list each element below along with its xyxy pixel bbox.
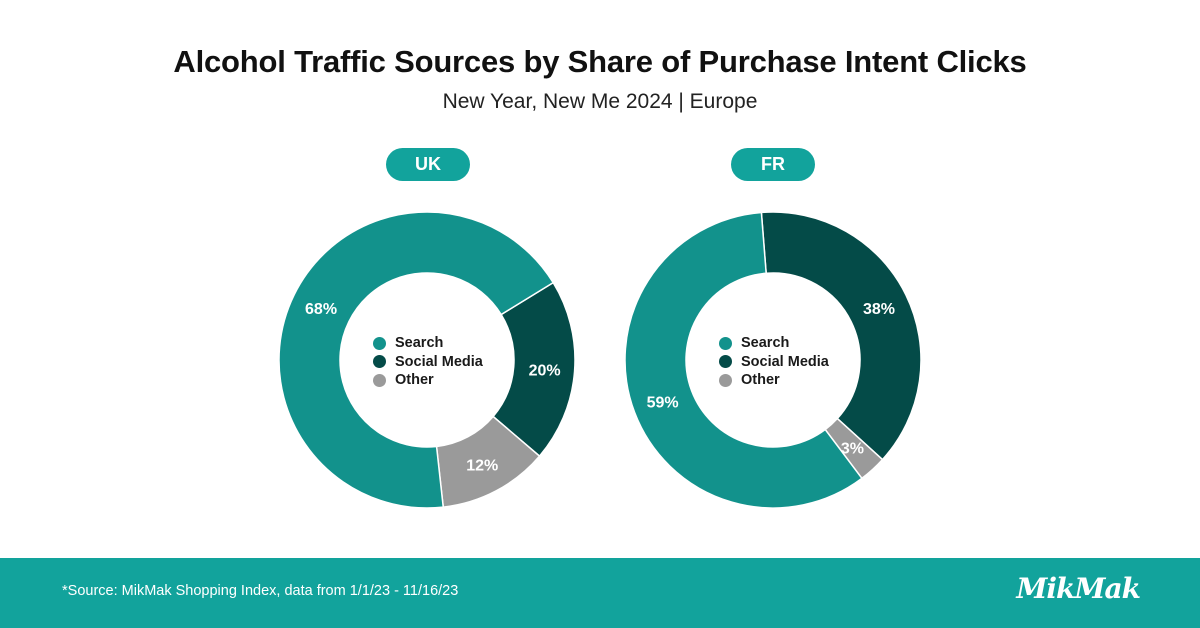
search-slice-label: 59% [647, 395, 679, 412]
legend-item-social-media: Social Media [373, 353, 513, 372]
legend-item-social-media: Social Media [719, 353, 859, 372]
other-slice-label: 12% [466, 457, 498, 474]
uk-legend: Search Social Media Other [373, 334, 513, 390]
social-media-slice [760, 211, 922, 461]
legend-item-other: Other [373, 371, 513, 390]
chart-subtitle: New Year, New Me 2024 | Europe [442, 90, 758, 113]
social-media-slice-label: 38% [863, 301, 895, 318]
legend-label: Social Media [741, 353, 829, 370]
other-dot-icon [373, 373, 386, 387]
chart-title: Alcohol Traffic Sources by Share of Purc… [173, 44, 1027, 79]
uk-pill-label: UK [386, 148, 470, 181]
legend-label: Other [741, 372, 780, 389]
social-media-slice-label: 20% [529, 362, 561, 379]
footer-bar: *Source: MikMak Shopping Index, data fro… [0, 558, 1200, 628]
mikmak-logo: MikMak [1016, 572, 1141, 605]
other-dot-icon [719, 373, 732, 387]
source-note: *Source: MikMak Shopping Index, data fro… [62, 583, 459, 599]
legend-label: Search [395, 335, 444, 352]
legend-item-other: Other [719, 371, 859, 390]
search-slice [624, 211, 863, 509]
legend-label: Social Media [395, 353, 483, 370]
social-media-dot-icon [373, 355, 386, 369]
search-slice-label: 68% [305, 301, 337, 318]
legend-item-search: Search [373, 334, 513, 353]
fr-donut-chart: 38% 3% 59% [624, 211, 922, 509]
legend-item-search: Search [719, 334, 859, 353]
uk-donut-chart: 20% 12% 68% [278, 211, 576, 509]
search-slice [278, 211, 555, 509]
social-media-dot-icon [719, 355, 732, 369]
legend-label: Other [395, 372, 434, 389]
search-dot-icon [373, 336, 386, 350]
legend-label: Search [741, 335, 790, 352]
other-slice-label: 3% [841, 440, 864, 457]
fr-pill-label: FR [731, 148, 815, 181]
fr-legend: Search Social Media Other [719, 334, 859, 390]
search-dot-icon [719, 336, 732, 350]
